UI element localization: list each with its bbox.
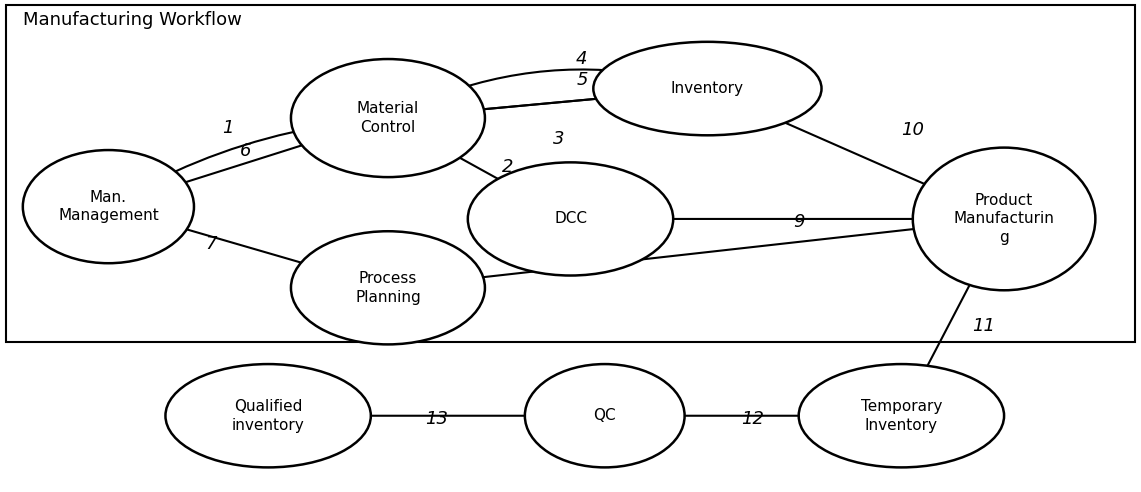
Ellipse shape [799, 364, 1004, 467]
Text: 2: 2 [502, 158, 513, 176]
Text: Man.
Management: Man. Management [58, 190, 159, 223]
Text: 11: 11 [972, 317, 995, 335]
Text: DCC: DCC [555, 212, 586, 226]
Ellipse shape [468, 162, 673, 276]
Text: Inventory: Inventory [671, 81, 744, 96]
Text: 6: 6 [240, 142, 251, 160]
Text: Product
Manufacturin
g: Product Manufacturin g [954, 193, 1054, 245]
Text: 9: 9 [793, 214, 804, 231]
Text: Process
Planning: Process Planning [355, 271, 421, 305]
Text: 10: 10 [901, 122, 924, 139]
Ellipse shape [291, 231, 485, 344]
Text: 5: 5 [576, 71, 588, 89]
Text: 1: 1 [222, 119, 234, 137]
Ellipse shape [593, 42, 822, 135]
Text: Manufacturing Workflow: Manufacturing Workflow [23, 11, 242, 29]
Ellipse shape [291, 59, 485, 177]
Text: 3: 3 [553, 130, 565, 148]
Text: Temporary
Inventory: Temporary Inventory [860, 399, 942, 432]
Text: QC: QC [593, 408, 616, 423]
Text: 7: 7 [205, 235, 217, 253]
Ellipse shape [165, 364, 371, 467]
Text: Material
Control: Material Control [357, 101, 419, 135]
Text: Qualified
inventory: Qualified inventory [232, 399, 305, 432]
Ellipse shape [525, 364, 685, 467]
Text: 4: 4 [576, 50, 588, 68]
Text: 12: 12 [742, 410, 764, 428]
Ellipse shape [913, 148, 1095, 290]
Ellipse shape [23, 150, 194, 263]
Text: 13: 13 [426, 410, 448, 428]
